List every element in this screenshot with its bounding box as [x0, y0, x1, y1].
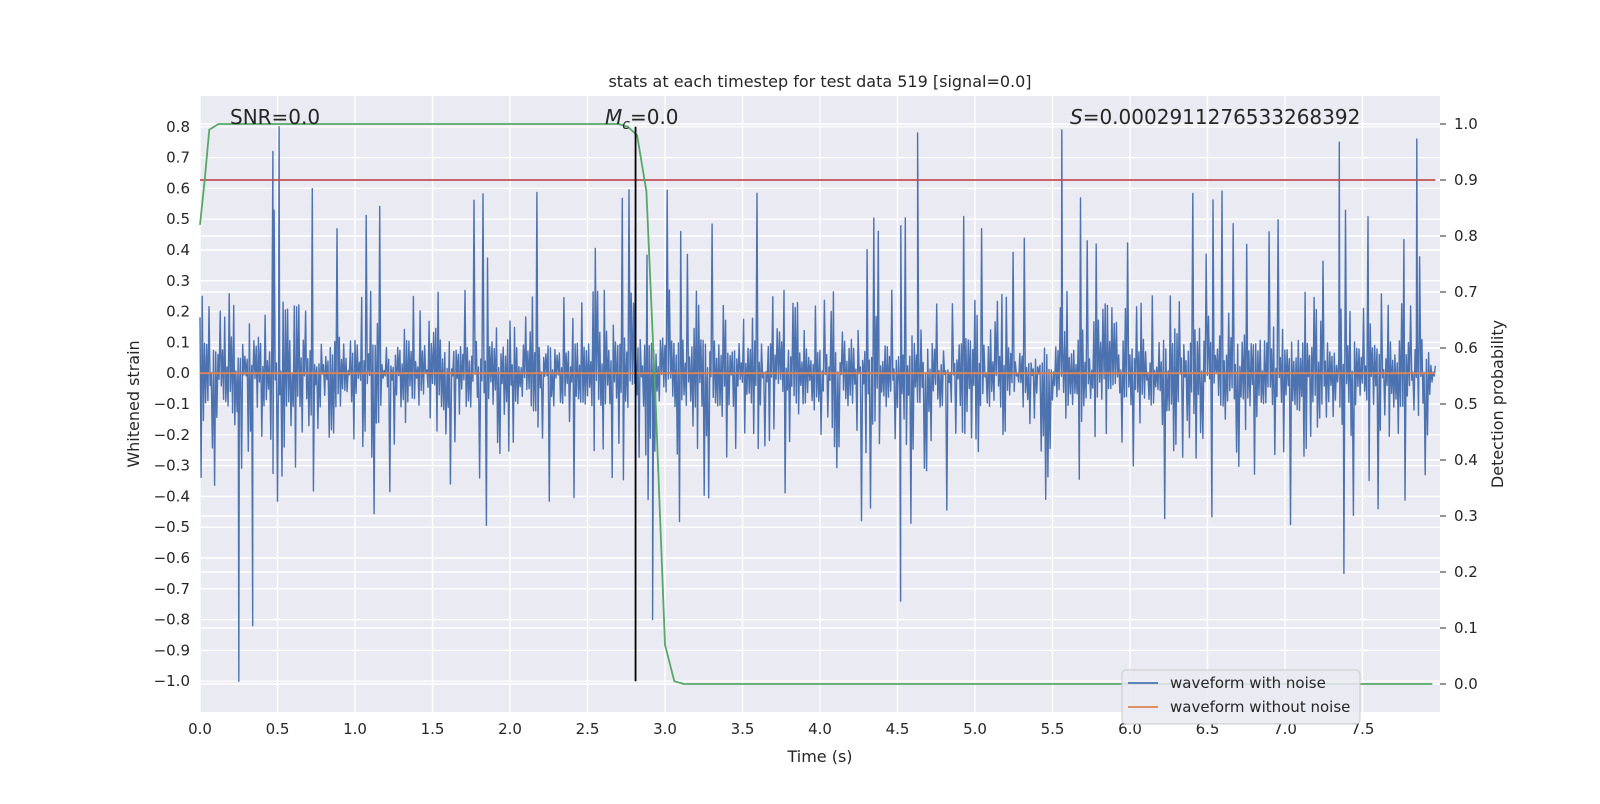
x-tick-label: 1.5	[421, 720, 445, 738]
score-symbol: S	[1070, 105, 1083, 129]
left-y-tick-label: −0.7	[154, 580, 190, 598]
right-y-tick-label: 0.7	[1454, 283, 1478, 301]
right-y-axis-label: Detection probability	[1488, 320, 1507, 488]
left-y-tick-label: −0.9	[154, 641, 190, 659]
left-y-tick-labels: 0.8 0.7 0.6 0.5 0.4 0.3 0.2 0.1 0.0 −0.1 −0.2 −0.3 −…	[154, 118, 190, 690]
chart-title: stats at each timestep for test data 519…	[608, 72, 1031, 91]
x-tick-label: 1.0	[343, 720, 367, 738]
left-y-tick-label: 0.1	[166, 333, 190, 351]
left-y-tick-label: 0.6	[166, 179, 190, 197]
right-y-tick-label: 0.2	[1454, 563, 1478, 581]
left-y-tick-label: −1.0	[154, 672, 190, 690]
x-tick-label: 7.5	[1351, 720, 1375, 738]
left-y-tick-label: −0.3	[154, 457, 190, 475]
chirp-mass-subscript: c	[622, 117, 630, 133]
chirp-mass-annotation: Mc=0.0	[605, 105, 679, 133]
chirp-mass-value: =0.0	[630, 105, 679, 129]
right-y-tick-label: 0.5	[1454, 395, 1478, 413]
score-value: =0.0002911276533268392	[1083, 105, 1361, 129]
snr-annotation: SNR=0.0	[230, 105, 320, 129]
x-tick-label: 0.5	[266, 720, 290, 738]
left-y-tick-label: −0.4	[154, 487, 190, 505]
left-y-tick-label: −0.2	[154, 426, 190, 444]
left-y-tick-label: 0.2	[166, 303, 190, 321]
left-y-tick-label: 0.7	[166, 149, 190, 167]
x-tick-labels: 0.0 0.5 1.0 1.5 2.0 2.5 3.0 3.5 4.0 4.5 5.0 5.5 6.0 6…	[188, 720, 1374, 738]
chirp-mass-symbol: M	[605, 105, 622, 129]
left-y-tick-label: −0.6	[154, 549, 190, 567]
left-y-tick-label: −0.8	[154, 611, 190, 629]
waveform-with-noise-line	[199, 126, 1436, 682]
x-axis-label: Time (s)	[786, 747, 852, 766]
left-y-tick-label: 0.5	[166, 210, 190, 228]
legend: waveform with noise waveform without noi…	[1121, 669, 1361, 725]
right-y-tick-label: 0.0	[1454, 675, 1478, 693]
right-y-tick-label: 0.9	[1454, 171, 1478, 189]
right-y-tick-label: 0.8	[1454, 227, 1478, 245]
right-y-tick-labels: 1.0 0.9 0.8 0.7 0.6 0.5 0.4 0.3 0.2 0.1 0.0	[1440, 115, 1478, 693]
left-y-axis-label: Whitened strain	[124, 340, 143, 467]
x-tick-label: 5.0	[963, 720, 987, 738]
left-y-tick-label: −0.1	[154, 395, 190, 413]
right-y-tick-label: 0.3	[1454, 507, 1478, 525]
x-tick-label: 4.5	[886, 720, 910, 738]
x-tick-label: 5.5	[1041, 720, 1065, 738]
x-tick-label: 2.5	[576, 720, 600, 738]
left-y-tick-label: 0.4	[166, 241, 190, 259]
detection-probability-line	[199, 123, 1433, 685]
x-tick-label: 4.0	[808, 720, 832, 738]
x-tick-label: 3.5	[731, 720, 755, 738]
score-annotation: S=0.0002911276533268392	[1070, 105, 1360, 129]
legend-label-noise: waveform with noise	[1170, 674, 1326, 692]
left-y-tick-label: 0.8	[166, 118, 190, 136]
x-tick-label: 3.0	[653, 720, 677, 738]
legend-box	[1121, 669, 1361, 725]
x-tick-label: 0.0	[188, 720, 212, 738]
right-y-tick-label: 0.4	[1454, 451, 1478, 469]
right-y-tick-label: 0.6	[1454, 339, 1478, 357]
left-y-tick-label: 0.0	[166, 364, 190, 382]
plot-content	[199, 123, 1436, 685]
left-y-tick-label: 0.3	[166, 272, 190, 290]
right-y-tick-label: 1.0	[1454, 115, 1478, 133]
right-y-tick-label: 0.1	[1454, 619, 1478, 637]
x-tick-label: 2.0	[498, 720, 522, 738]
legend-label-clean: waveform without noise	[1170, 698, 1350, 716]
left-y-tick-label: −0.5	[154, 518, 190, 536]
